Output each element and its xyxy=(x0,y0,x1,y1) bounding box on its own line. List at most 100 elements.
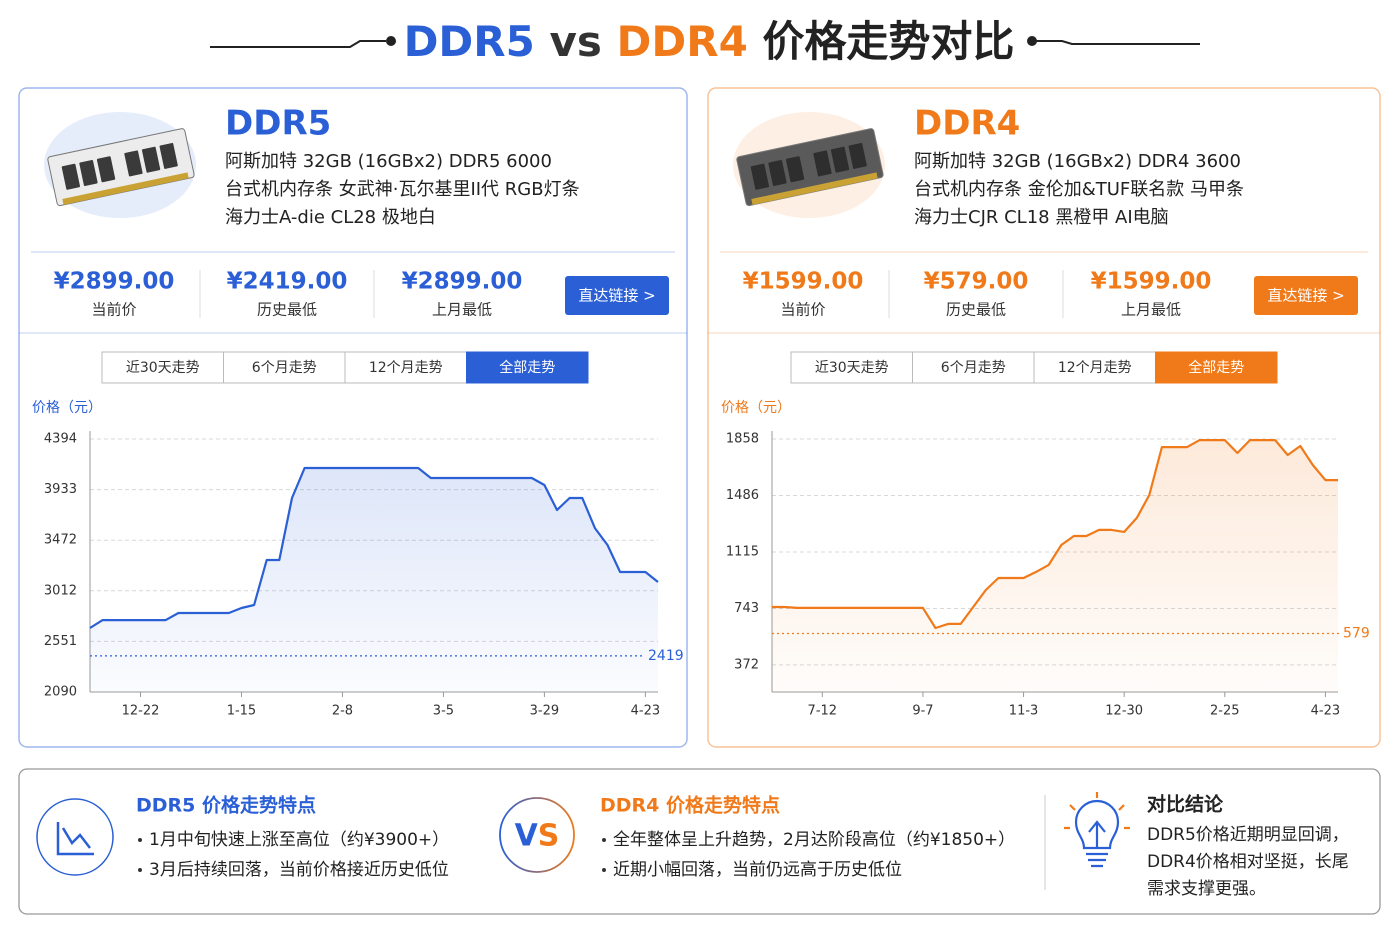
tab-label: 全部走势 xyxy=(1188,359,1244,376)
section-point: 近期小幅回落，当前仍远高于历史低位 xyxy=(613,860,902,880)
vs-ring xyxy=(499,797,575,873)
range-tab[interactable]: 6个月走势 xyxy=(223,351,346,384)
stick-pins xyxy=(62,172,189,205)
range-tab[interactable]: 全部走势 xyxy=(1155,351,1278,384)
x-tick-label: 12-30 xyxy=(1105,704,1143,719)
stick-chip xyxy=(141,146,161,173)
price-area xyxy=(772,440,1338,692)
title-part: vs xyxy=(549,17,601,66)
y-tick-label: 1486 xyxy=(726,488,759,503)
title-part: DDR4 xyxy=(617,17,748,66)
x-tick-label: 3-5 xyxy=(433,704,454,719)
y-tick-label: 2551 xyxy=(44,634,77,649)
product-name: DDR5 xyxy=(225,104,331,144)
tab-label: 6个月走势 xyxy=(941,360,1006,376)
tab-bg xyxy=(1033,351,1156,384)
title-part: DDR5 xyxy=(404,17,535,66)
vs-badge: VS xyxy=(515,819,560,854)
x-tick-label: 2-8 xyxy=(332,704,353,719)
price-value: ¥579.00 xyxy=(924,269,1029,295)
x-tick-label: 4-23 xyxy=(631,704,661,719)
button-label: 直达链接 > xyxy=(1267,287,1344,305)
bulb-icon xyxy=(1064,792,1130,868)
trend-icon xyxy=(61,827,91,849)
product-description: 海力士CJR CL18 黑橙甲 AI电脑 xyxy=(914,207,1169,228)
tab-label: 全部走势 xyxy=(499,359,555,376)
price-label: 上月最低 xyxy=(1121,301,1181,319)
y-tick-label: 1115 xyxy=(726,544,759,559)
product-description: 阿斯加特 32GB (16GBx2) DDR4 3600 xyxy=(914,151,1241,172)
price-label: 历史最低 xyxy=(946,301,1006,319)
range-tab[interactable]: 6个月走势 xyxy=(912,351,1035,384)
trend-icon-ring xyxy=(36,798,114,876)
product-description: 台式机内存条 女武神·瓦尔基里II代 RGB灯条 xyxy=(225,179,580,200)
stick-chip xyxy=(813,150,832,177)
price-value: ¥2899.00 xyxy=(54,269,175,295)
page-title: DDR5 vs DDR4 价格走势对比 xyxy=(404,17,1015,66)
bullet xyxy=(138,868,142,872)
x-tick-label: 9-7 xyxy=(912,704,933,719)
tab-label: 近30天走势 xyxy=(815,360,889,376)
price-line xyxy=(772,439,1338,630)
section-point: 全年整体呈上升趋势，2月达阶段高位（约¥1850+） xyxy=(613,830,1015,850)
y-tick-label: 3472 xyxy=(44,533,77,548)
y-tick-label: 1858 xyxy=(726,432,759,447)
stick-chip xyxy=(124,150,143,177)
range-tab[interactable]: 12个月走势 xyxy=(1033,351,1156,384)
bullet xyxy=(602,868,606,872)
reference-label: 579 xyxy=(1343,625,1370,641)
section-point: 1月中旬快速上涨至高位（约¥3900+） xyxy=(149,830,449,850)
stick-chip xyxy=(848,142,867,169)
tab-label: 12个月走势 xyxy=(369,360,443,376)
range-tab[interactable]: 12个月走势 xyxy=(344,351,467,384)
conclusion-title: 对比结论 xyxy=(1147,793,1224,816)
tab-bg xyxy=(101,351,224,384)
direct-link-button[interactable]: 直达链接 > xyxy=(1254,276,1358,315)
x-tick-label: 3-29 xyxy=(530,704,560,719)
y-tick-label: 3012 xyxy=(44,583,77,598)
range-tab[interactable]: 近30天走势 xyxy=(101,351,224,384)
summary-box xyxy=(18,768,1381,915)
stick-chip xyxy=(785,156,805,183)
tab-label: 6个月走势 xyxy=(252,360,317,376)
conclusion-line: DDR5价格近期明显回调， xyxy=(1147,825,1349,845)
price-label: 当前价 xyxy=(91,301,136,319)
direct-link-button[interactable]: 直达链接 > xyxy=(565,276,669,315)
stick-chip xyxy=(830,146,850,173)
stick-pins xyxy=(751,172,878,205)
stick-chip xyxy=(768,159,787,186)
section-title: DDR4 价格走势特点 xyxy=(600,794,780,817)
tab-bg xyxy=(466,351,589,384)
memory-stick-icon xyxy=(47,128,195,207)
stick-chip xyxy=(159,142,178,169)
tab-bg xyxy=(344,351,467,384)
x-tick-label: 7-12 xyxy=(808,704,838,719)
stick-chip xyxy=(96,156,116,183)
stick-chip xyxy=(61,163,81,190)
bulb-rays xyxy=(1064,792,1130,830)
reference-label: 2419 xyxy=(648,648,684,664)
y-axis-label: 价格（元） xyxy=(32,400,102,416)
bullet xyxy=(602,838,606,842)
y-tick-label: 4394 xyxy=(44,432,77,447)
price-value: ¥1599.00 xyxy=(743,269,864,295)
bullet xyxy=(138,838,142,842)
button-label: 直达链接 > xyxy=(578,287,655,305)
price-label: 历史最低 xyxy=(257,301,317,319)
conclusion-line: 需求支撑更强。 xyxy=(1147,879,1266,899)
price-value: ¥1599.00 xyxy=(1091,269,1212,295)
title-decoration xyxy=(210,36,1200,48)
memory-stick-icon xyxy=(736,128,884,207)
y-axis-label: 价格（元） xyxy=(721,400,791,416)
price-label: 上月最低 xyxy=(432,301,492,319)
x-tick-label: 2-25 xyxy=(1210,704,1240,719)
range-tab[interactable]: 近30天走势 xyxy=(790,351,913,384)
tab-bg xyxy=(790,351,913,384)
stick-board xyxy=(736,128,884,207)
range-tab[interactable]: 全部走势 xyxy=(466,351,589,384)
x-tick-label: 11-3 xyxy=(1009,704,1039,719)
product-description: 台式机内存条 金伦加&TUF联名款 马甲条 xyxy=(914,179,1244,200)
product-name: DDR4 xyxy=(914,104,1020,144)
conclusion-line: DDR4价格相对坚挺，长尾 xyxy=(1147,852,1349,872)
